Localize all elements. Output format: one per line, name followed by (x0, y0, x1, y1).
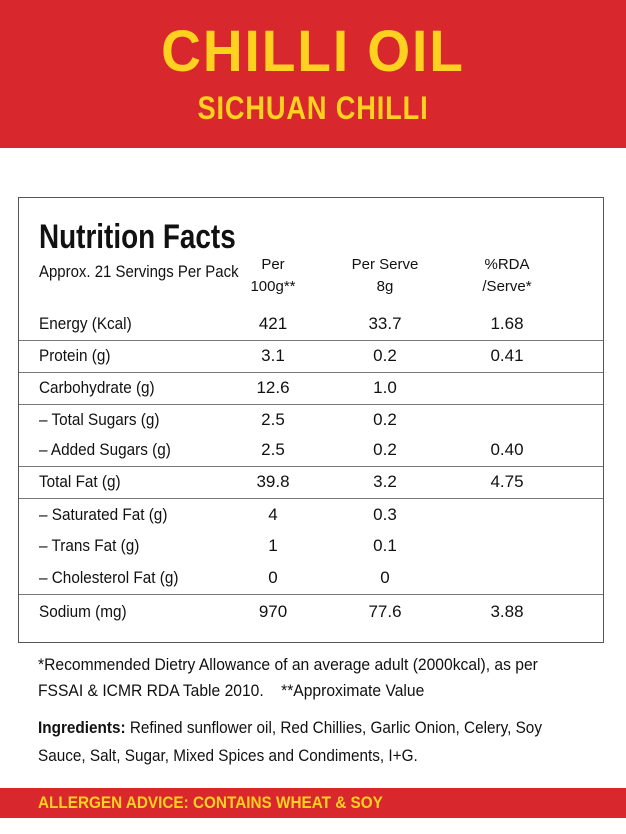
table-row: Energy (Kcal) 421 33.7 1.68 (19, 308, 603, 341)
allergen-text: ALLERGEN ADVICE: CONTAINS WHEAT & SOY (38, 793, 383, 812)
ingredients-label: Ingredients: (38, 718, 126, 737)
table-row: – Total Sugars (g) 2.5 0.2 (19, 404, 603, 436)
table-title: Nutrition Facts (39, 218, 236, 256)
row-value: 3.1 (261, 346, 285, 365)
column-header-line: Per (261, 256, 285, 273)
row-value: 4 (268, 505, 278, 524)
column-header-line: 8g (376, 278, 394, 295)
row-value: 2.5 (261, 440, 285, 459)
row-label: Protein (g) (39, 346, 111, 365)
footnote: *Recommended Dietry Allowance of an aver… (38, 652, 562, 704)
table-row: Total Fat (g) 39.8 3.2 4.75 (19, 466, 603, 499)
row-label: – Total Sugars (g) (39, 410, 160, 429)
row-value: 33.7 (368, 314, 402, 333)
column-header: %RDA/Serve* (452, 254, 562, 298)
row-label: – Trans Fat (g) (39, 536, 140, 555)
column-header: Per 100g** (218, 254, 328, 298)
allergen-bar: ALLERGEN ADVICE: CONTAINS WHEAT & SOY (0, 788, 626, 818)
header: CHILLI OIL SICHUAN CHILLI (0, 0, 626, 148)
table-row: – Trans Fat (g) 1 0.1 (19, 530, 603, 562)
row-value: 0.2 (373, 410, 397, 429)
row-value: 970 (258, 602, 288, 621)
subtitle: SICHUAN CHILLI (197, 90, 429, 126)
approx-note: **Approximate Value (281, 681, 425, 700)
table-row: Sodium (mg) 970 77.6 3.88 (19, 596, 603, 628)
row-value: 1.0 (373, 378, 397, 397)
column-header: Per Serve 8g (330, 254, 440, 298)
row-value: 0.1 (373, 536, 397, 555)
row-label: – Cholesterol Fat (g) (39, 568, 179, 587)
nutrition-table: Nutrition Facts Approx. 21 Servings Per … (18, 197, 604, 643)
row-value: 0 (380, 568, 390, 587)
row-label: Total Fat (g) (39, 472, 121, 491)
table-row: – Saturated Fat (g) 4 0.3 (19, 499, 603, 531)
row-value: 0 (268, 568, 278, 587)
row-value: 421 (258, 314, 288, 333)
row-value: 0.40 (490, 440, 524, 459)
ingredients-text: Refined sunflower oil, Red Chillies, Gar… (38, 718, 542, 765)
row-value: 12.6 (256, 378, 290, 397)
row-value: 0.2 (373, 346, 397, 365)
row-value: 0.2 (373, 440, 397, 459)
row-value: 77.6 (368, 602, 402, 621)
row-value: 3.2 (373, 472, 397, 491)
row-value: 4.75 (490, 472, 524, 491)
row-value: 2.5 (261, 410, 285, 429)
row-label: Carbohydrate (g) (39, 378, 155, 397)
column-header-line: Per Serve (351, 256, 419, 273)
table-row: – Cholesterol Fat (g) 0 0 (19, 562, 603, 595)
table-row: – Added Sugars (g) 2.5 0.2 0.40 (19, 434, 603, 467)
table-row: Carbohydrate (g) 12.6 1.0 (19, 372, 603, 405)
title: CHILLI OIL (161, 19, 465, 84)
row-label: Energy (Kcal) (39, 314, 132, 333)
row-label: – Added Sugars (g) (39, 440, 171, 459)
row-label: – Saturated Fat (g) (39, 505, 168, 524)
row-value: 1.68 (490, 314, 524, 333)
row-value: 1 (268, 536, 278, 555)
column-header-line: 100g** (250, 278, 296, 295)
row-value: 0.3 (373, 505, 397, 524)
row-label: Sodium (mg) (39, 602, 127, 621)
servings: Approx. 21 Servings Per Pack (39, 262, 239, 281)
rda-note: *Recommended Dietry Allowance of an aver… (38, 655, 538, 700)
ingredients: Ingredients: Refined sunflower oil, Red … (38, 714, 578, 770)
column-header-line: %RDA (484, 256, 530, 273)
column-header-line: /Serve* (482, 278, 532, 295)
row-value: 39.8 (256, 472, 290, 491)
table-row: Protein (g) 3.1 0.2 0.41 (19, 340, 603, 373)
row-value: 0.41 (490, 346, 524, 365)
row-value: 3.88 (490, 602, 524, 621)
